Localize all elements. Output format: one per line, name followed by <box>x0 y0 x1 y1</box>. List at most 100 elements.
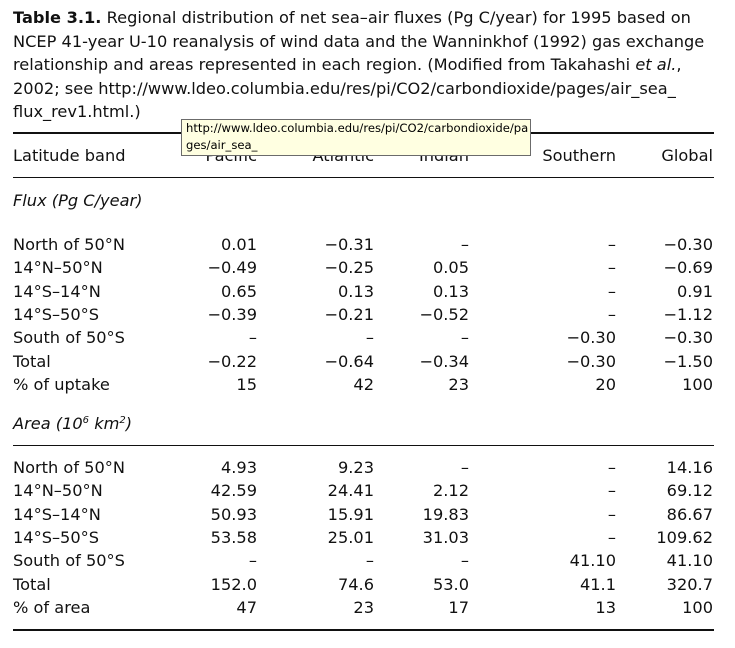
cell-atlantic: 23 <box>353 597 374 617</box>
area-title-suffix: ) <box>125 414 133 433</box>
row-label: 14°S–50°S <box>13 527 100 547</box>
cell-atlantic: 0.13 <box>337 281 374 301</box>
cell-indian: – <box>460 235 469 254</box>
row-label: 14°N–50°N <box>13 258 103 278</box>
cell-atlantic: −0.31 <box>324 235 374 254</box>
cell-global: 41.10 <box>666 551 713 571</box>
cell-southern: 41.10 <box>569 551 616 571</box>
cell-southern: – <box>607 304 616 324</box>
area-title-exp2: 2 <box>119 415 126 426</box>
row-label: % of area <box>13 597 91 617</box>
cell-southern: 13 <box>595 597 616 617</box>
cell-southern: −0.30 <box>566 328 616 348</box>
cell-global: −1.12 <box>663 304 713 324</box>
row-label: South of 50°S <box>13 551 125 571</box>
cell-indian: – <box>460 458 469 477</box>
row-label: 14°S–14°N <box>13 281 101 301</box>
cell-atlantic: 15.91 <box>327 504 374 524</box>
row-label: Total <box>13 351 51 371</box>
cell-pacific: −0.49 <box>207 258 257 278</box>
row-label: North of 50°N <box>13 458 125 477</box>
cell-pacific: 53.58 <box>210 527 257 547</box>
header-global: Global <box>661 146 713 165</box>
bottom-rule <box>13 629 714 631</box>
cell-global: 320.7 <box>666 574 713 594</box>
cell-pacific: 42.59 <box>210 481 257 501</box>
cell-atlantic: −0.64 <box>324 351 374 371</box>
cell-indian: 0.13 <box>432 281 469 301</box>
cell-southern: – <box>607 235 616 254</box>
cell-pacific: 0.01 <box>220 235 257 254</box>
cell-pacific: – <box>248 551 257 571</box>
cell-pacific: 4.93 <box>220 458 257 477</box>
area-title-prefix: Area (10 <box>13 414 83 433</box>
link-tooltip: http://www.ldeo.columbia.edu/res/pi/CO2/… <box>181 119 531 156</box>
cell-indian: 31.03 <box>422 527 469 547</box>
area-rule <box>13 445 714 446</box>
cell-southern: – <box>607 258 616 278</box>
cell-indian: 19.83 <box>422 504 469 524</box>
cell-atlantic: 24.41 <box>327 481 374 501</box>
cell-pacific: −0.39 <box>207 304 257 324</box>
row-label: 14°S–50°S <box>13 304 100 324</box>
table-label: Table 3.1. <box>13 8 102 27</box>
cell-global: 14.16 <box>666 458 713 477</box>
cell-southern: – <box>607 527 616 547</box>
cell-global: −0.69 <box>663 258 713 278</box>
cell-global: 100 <box>682 597 713 617</box>
header-southern: Southern <box>542 146 616 165</box>
cell-atlantic: 42 <box>353 374 374 394</box>
row-label: 14°N–50°N <box>13 481 103 501</box>
table-caption: Table 3.1. Regional distribution of net … <box>13 6 725 124</box>
cell-southern: – <box>607 281 616 301</box>
cell-pacific: – <box>248 328 257 348</box>
cell-global: −0.30 <box>663 235 713 254</box>
cell-atlantic: 9.23 <box>337 458 374 477</box>
cell-global: −1.50 <box>663 351 713 371</box>
caption-et-al: et al. <box>635 55 677 75</box>
cell-indian: −0.52 <box>419 304 469 324</box>
cell-global: 109.62 <box>656 527 713 547</box>
cell-southern: 41.1 <box>579 574 616 594</box>
cell-indian: 2.12 <box>432 481 469 501</box>
caption-text-2: , 2002; see http://www.ldeo.columbia.edu… <box>13 55 682 122</box>
cell-pacific: 50.93 <box>210 504 257 524</box>
cell-pacific: 152.0 <box>210 574 257 594</box>
row-label: Total <box>13 574 51 594</box>
cell-southern: – <box>607 481 616 501</box>
cell-indian: – <box>460 328 469 348</box>
cell-pacific: 15 <box>236 374 257 394</box>
cell-pacific: 0.65 <box>220 281 257 301</box>
cell-atlantic: – <box>365 551 374 571</box>
area-section-title: Area (106 km2) <box>13 414 132 434</box>
cell-indian: 17 <box>448 597 469 617</box>
row-label: % of uptake <box>13 374 110 394</box>
row-label: North of 50°N <box>13 235 125 254</box>
cell-indian: −0.34 <box>419 351 469 371</box>
cell-southern: – <box>607 504 616 524</box>
header-latitude-band: Latitude band <box>13 146 126 165</box>
cell-global: −0.30 <box>663 328 713 348</box>
cell-indian: – <box>460 551 469 571</box>
cell-global: 86.67 <box>666 504 713 524</box>
cell-southern: −0.30 <box>566 351 616 371</box>
tooltip-line-1: http://www.ldeo.columbia.edu/res/pi/CO2/… <box>186 121 529 135</box>
cell-pacific: −0.22 <box>207 351 257 371</box>
row-label: 14°S–14°N <box>13 504 101 524</box>
cell-indian: 0.05 <box>432 258 469 278</box>
flux-section-title: Flux (Pg C/year) <box>13 191 143 210</box>
cell-indian: 23 <box>448 374 469 394</box>
cell-atlantic: −0.21 <box>324 304 374 324</box>
cell-global: 0.91 <box>676 281 713 301</box>
header-rule <box>13 177 714 178</box>
tooltip-line-2: ges/air_sea_ <box>186 138 258 152</box>
cell-atlantic: 74.6 <box>337 574 374 594</box>
cell-atlantic: – <box>365 328 374 348</box>
cell-global: 69.12 <box>666 481 713 501</box>
area-title-exp: 6 <box>82 415 90 426</box>
cell-southern: – <box>607 458 616 477</box>
cell-indian: 53.0 <box>432 574 469 594</box>
cell-atlantic: −0.25 <box>324 258 374 278</box>
row-label: South of 50°S <box>13 328 125 348</box>
cell-global: 100 <box>682 374 713 394</box>
